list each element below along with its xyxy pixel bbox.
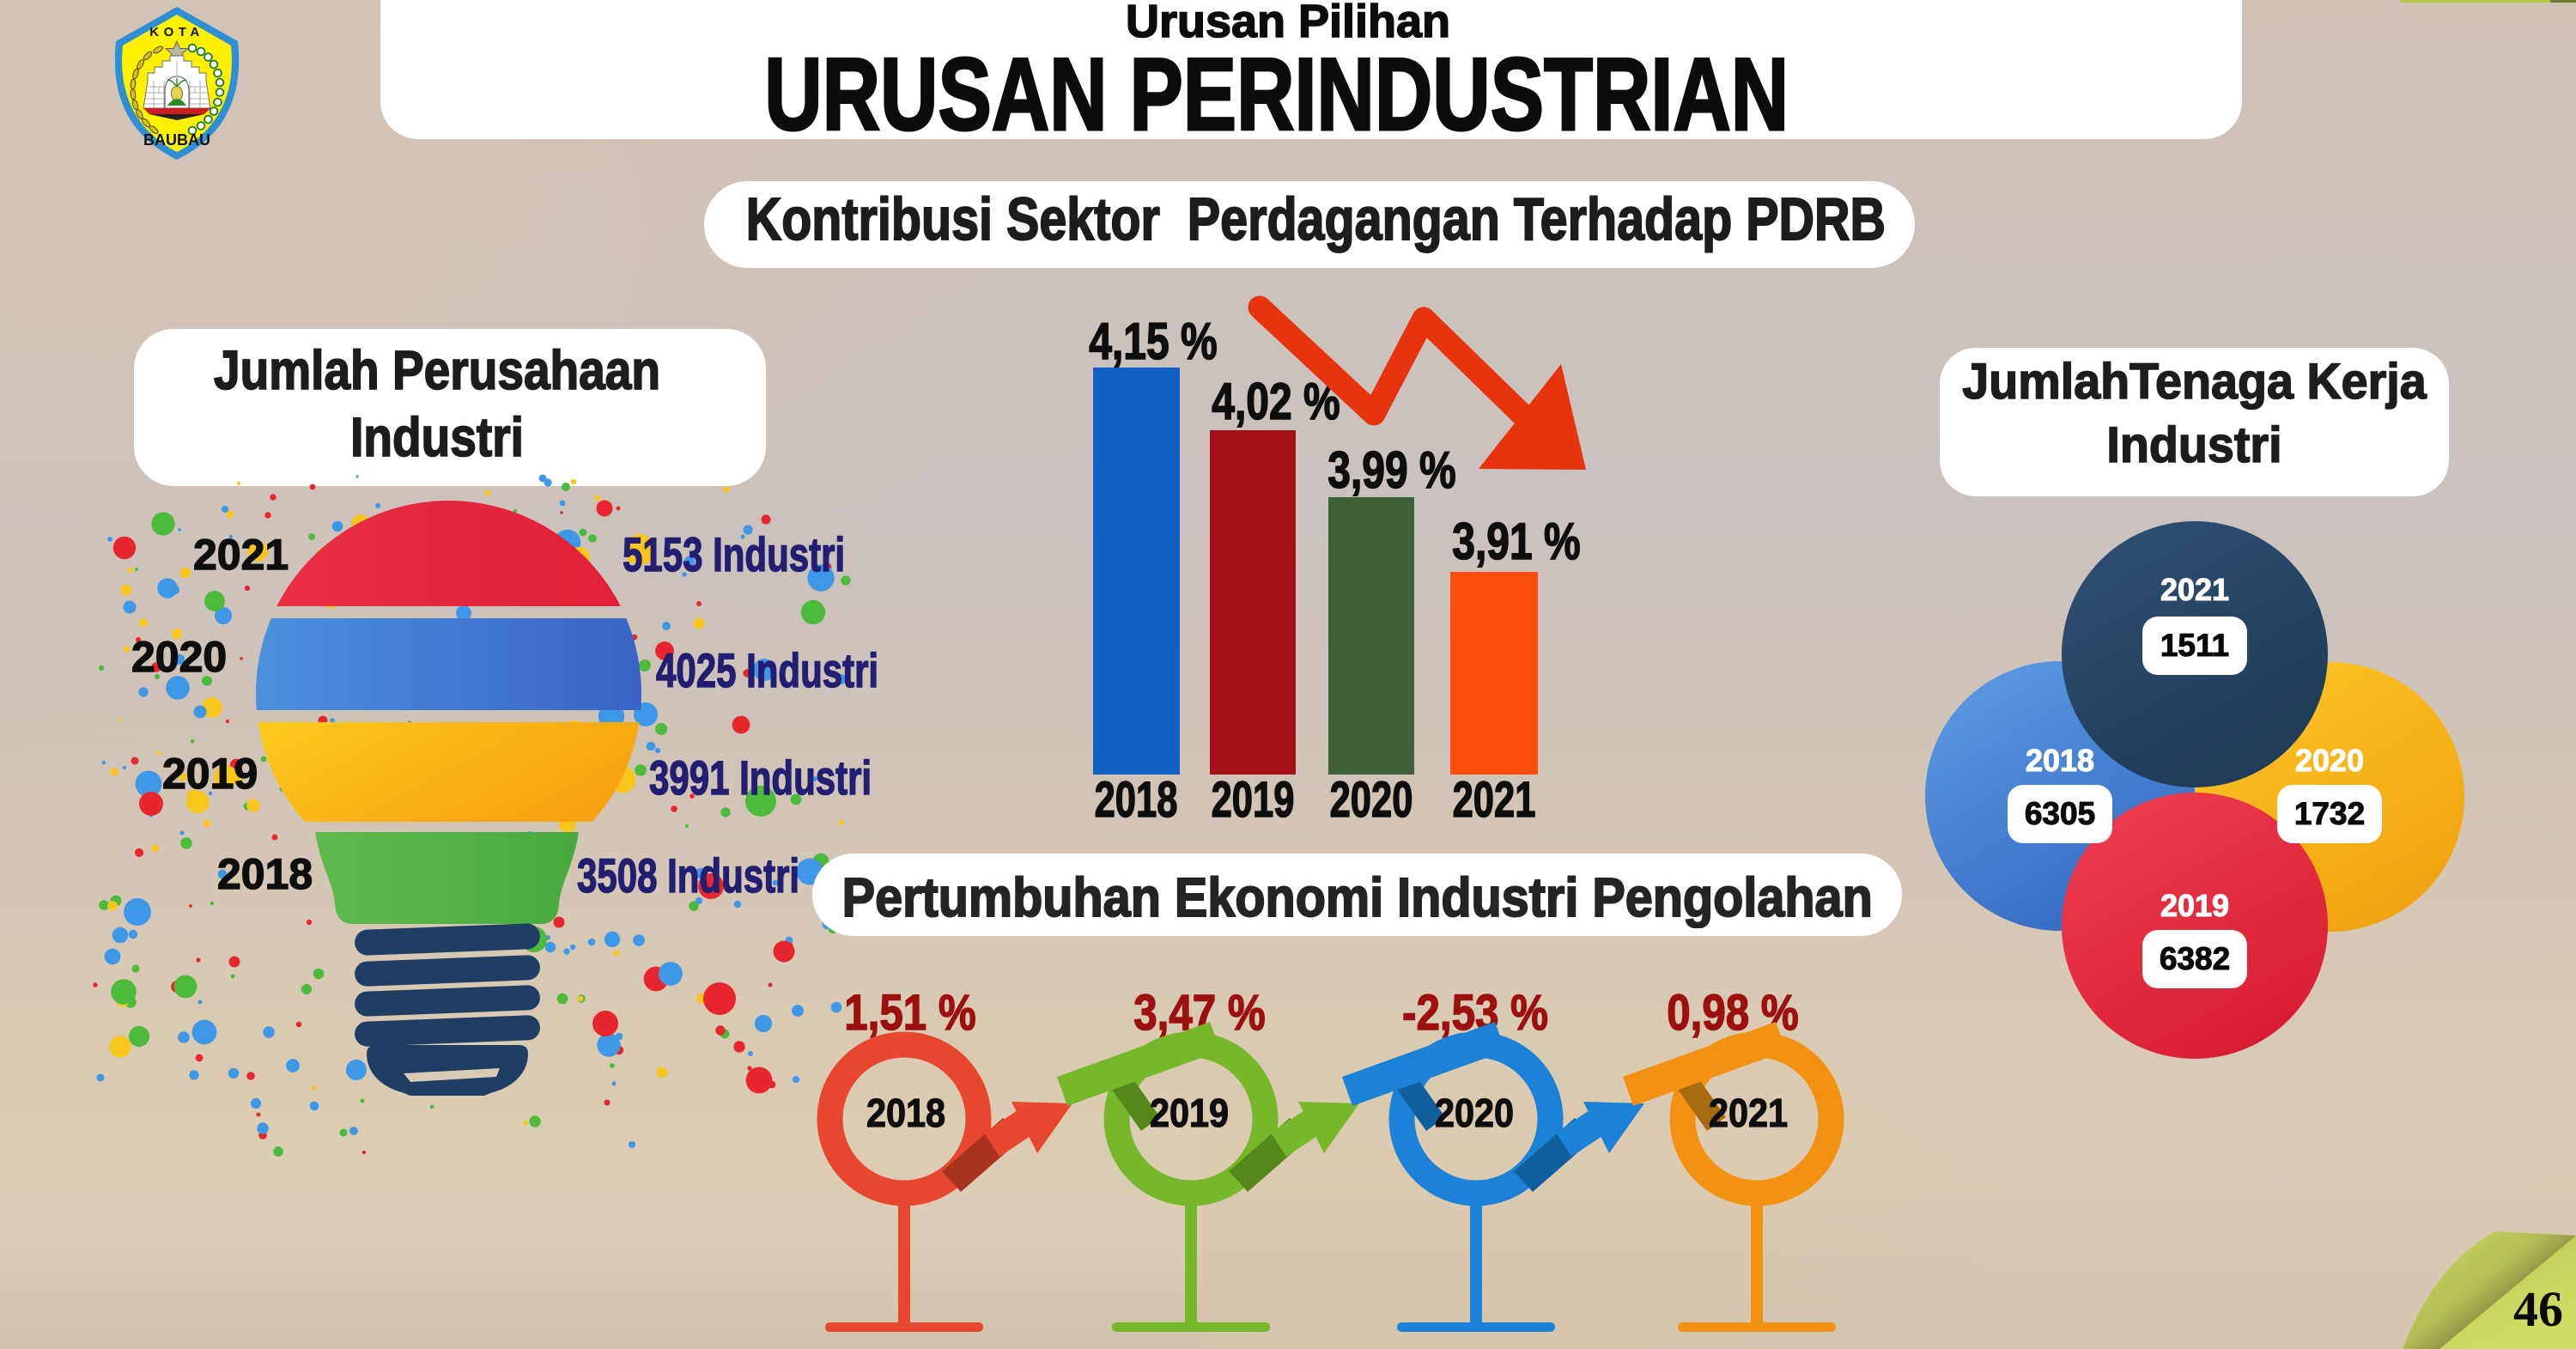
svg-text:BAUBAU: BAUBAU xyxy=(143,131,210,149)
svg-text:KOTA: KOTA xyxy=(149,25,204,39)
svg-text:46: 46 xyxy=(2513,1281,2563,1337)
